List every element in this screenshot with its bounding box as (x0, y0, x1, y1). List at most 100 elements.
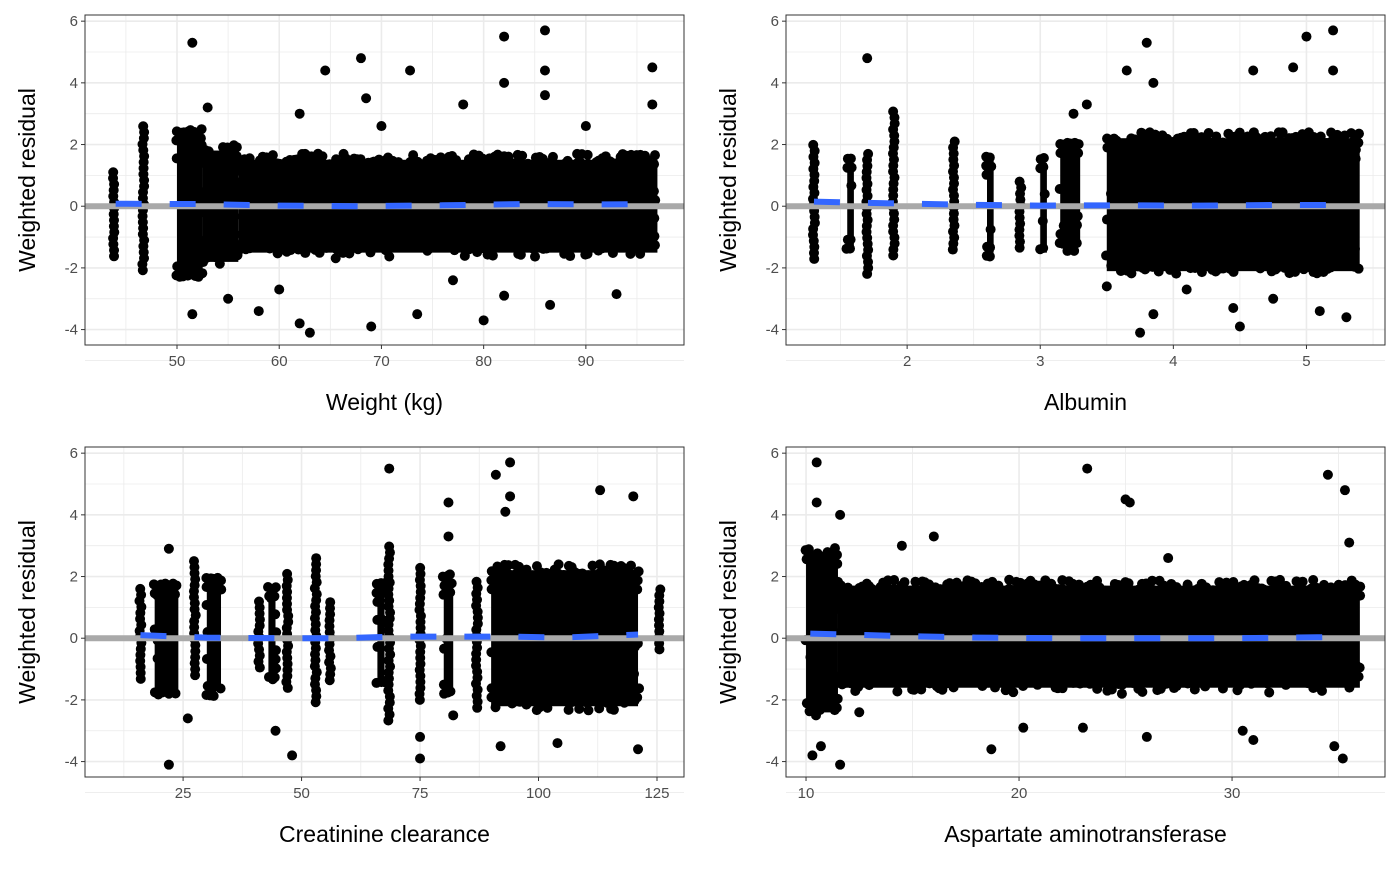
data-point (472, 702, 483, 713)
data-point (450, 191, 461, 202)
data-point (1105, 188, 1116, 199)
data-point (515, 249, 526, 260)
data-point (294, 108, 305, 119)
data-point (579, 598, 590, 609)
data-point (1144, 235, 1155, 246)
x-tick-label: 3 (1036, 353, 1044, 370)
data-point (1294, 152, 1305, 163)
data-point (384, 463, 395, 474)
data-point (1294, 622, 1305, 633)
data-point (486, 584, 497, 595)
data-point (412, 183, 423, 194)
data-point (208, 618, 219, 629)
data-point (808, 596, 819, 607)
data-point (822, 664, 833, 675)
y-tick-label: 2 (771, 137, 779, 154)
data-point (1349, 243, 1360, 254)
data-point (1175, 642, 1186, 653)
data-point (593, 173, 604, 184)
data-point (1068, 108, 1079, 119)
data-point (217, 214, 228, 225)
data-point (1277, 620, 1288, 631)
data-point (1133, 144, 1144, 155)
data-point (881, 665, 892, 676)
data-point (1279, 172, 1290, 183)
data-point (1298, 219, 1309, 230)
panel-border (785, 14, 1386, 346)
data-point (1245, 221, 1256, 232)
data-point (1255, 164, 1266, 175)
data-point (1301, 31, 1312, 42)
data-point (629, 668, 640, 679)
data-point (1336, 206, 1347, 217)
data-point (390, 223, 401, 234)
data-point (1070, 608, 1081, 619)
data-point (1200, 645, 1211, 656)
data-point (1265, 212, 1276, 223)
data-point (1295, 649, 1306, 660)
data-point (854, 707, 865, 718)
data-point (285, 245, 296, 256)
data-point (1123, 578, 1134, 589)
data-point (1280, 154, 1291, 165)
data-point (1242, 640, 1253, 651)
panel-albumin: 2 3 4 5 -4 -2 0 2 4 6 Albumin Weighted residual (715, 13, 1386, 415)
data-point (504, 650, 515, 661)
data-point (240, 217, 251, 228)
data-point (607, 184, 618, 195)
data-point (985, 224, 996, 235)
data-point (527, 225, 538, 236)
data-point (439, 643, 450, 654)
y-tick-label: 4 (771, 75, 779, 92)
data-point (1135, 327, 1146, 338)
data-point (1070, 599, 1081, 610)
data-point (412, 309, 423, 320)
data-point (1037, 216, 1048, 227)
data-point (471, 220, 482, 231)
x-tick-label: 50 (169, 353, 186, 370)
data-point (495, 741, 506, 752)
data-point (1049, 655, 1060, 666)
data-point (317, 151, 328, 162)
data-point (832, 693, 843, 704)
data-point (1178, 668, 1189, 679)
data-point (647, 99, 658, 110)
data-point (1306, 646, 1317, 657)
data-point (1101, 214, 1112, 225)
data-point (539, 65, 550, 76)
data-point (499, 77, 510, 88)
y-tick-label: -4 (65, 754, 78, 771)
data-point (1101, 604, 1112, 615)
data-point (574, 703, 585, 714)
data-point (287, 750, 298, 761)
data-point (874, 644, 885, 655)
data-point (424, 243, 435, 254)
data-point (831, 702, 842, 713)
data-point (1078, 622, 1089, 633)
data-point (253, 306, 264, 317)
data-point (1169, 163, 1180, 174)
data-point (941, 660, 952, 671)
data-point (1328, 25, 1339, 36)
data-point (1077, 722, 1088, 733)
point-band (154, 588, 179, 694)
data-point (1213, 191, 1224, 202)
data-point (1287, 596, 1298, 607)
panel-border (84, 446, 685, 778)
data-point (809, 253, 820, 264)
data-point (429, 181, 440, 192)
data-point (293, 217, 304, 228)
data-point (376, 614, 387, 625)
data-point (1248, 235, 1259, 246)
data-point (1206, 147, 1217, 158)
data-point (1314, 306, 1325, 317)
data-point (619, 661, 630, 672)
data-point (857, 653, 868, 664)
x-tick-label: 125 (644, 785, 669, 802)
data-point (534, 603, 545, 614)
data-point (542, 621, 553, 632)
data-point (380, 218, 391, 229)
data-point (1355, 590, 1366, 601)
data-point (178, 172, 189, 183)
data-point (1297, 576, 1308, 587)
